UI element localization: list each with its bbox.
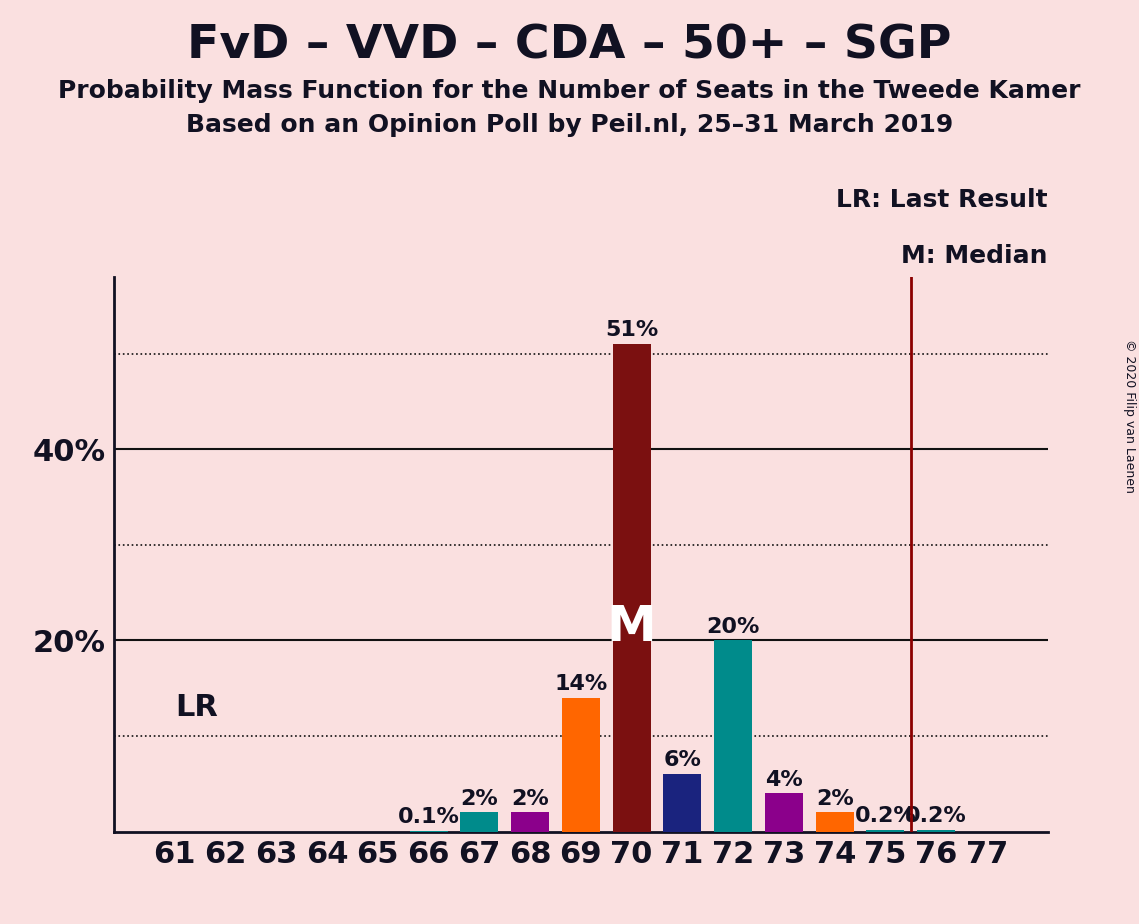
- Bar: [714, 640, 752, 832]
- Bar: [410, 831, 448, 832]
- Text: 0.2%: 0.2%: [854, 806, 916, 826]
- Text: Probability Mass Function for the Number of Seats in the Tweede Kamer: Probability Mass Function for the Number…: [58, 79, 1081, 103]
- Bar: [562, 698, 600, 832]
- Text: 0.1%: 0.1%: [398, 807, 459, 827]
- Text: M: Median: M: Median: [901, 244, 1048, 268]
- Bar: [867, 830, 904, 832]
- Bar: [663, 774, 702, 832]
- Text: 6%: 6%: [664, 750, 702, 771]
- Bar: [613, 344, 650, 832]
- Text: 4%: 4%: [765, 770, 803, 789]
- Text: 51%: 51%: [605, 321, 658, 340]
- Bar: [816, 812, 854, 832]
- Bar: [917, 830, 956, 832]
- Text: 14%: 14%: [555, 674, 607, 694]
- Text: © 2020 Filip van Laenen: © 2020 Filip van Laenen: [1123, 339, 1137, 492]
- Bar: [765, 794, 803, 832]
- Text: 2%: 2%: [816, 789, 853, 808]
- Text: 2%: 2%: [460, 789, 498, 808]
- Bar: [460, 812, 499, 832]
- Text: FvD – VVD – CDA – 50+ – SGP: FvD – VVD – CDA – 50+ – SGP: [187, 23, 952, 68]
- Text: LR: LR: [174, 693, 218, 722]
- Text: 0.2%: 0.2%: [906, 806, 967, 826]
- Text: Based on an Opinion Poll by Peil.nl, 25–31 March 2019: Based on an Opinion Poll by Peil.nl, 25–…: [186, 113, 953, 137]
- Text: M: M: [607, 602, 656, 650]
- Text: 2%: 2%: [511, 789, 549, 808]
- Text: 20%: 20%: [706, 616, 760, 637]
- Bar: [511, 812, 549, 832]
- Text: LR: Last Result: LR: Last Result: [836, 188, 1048, 213]
